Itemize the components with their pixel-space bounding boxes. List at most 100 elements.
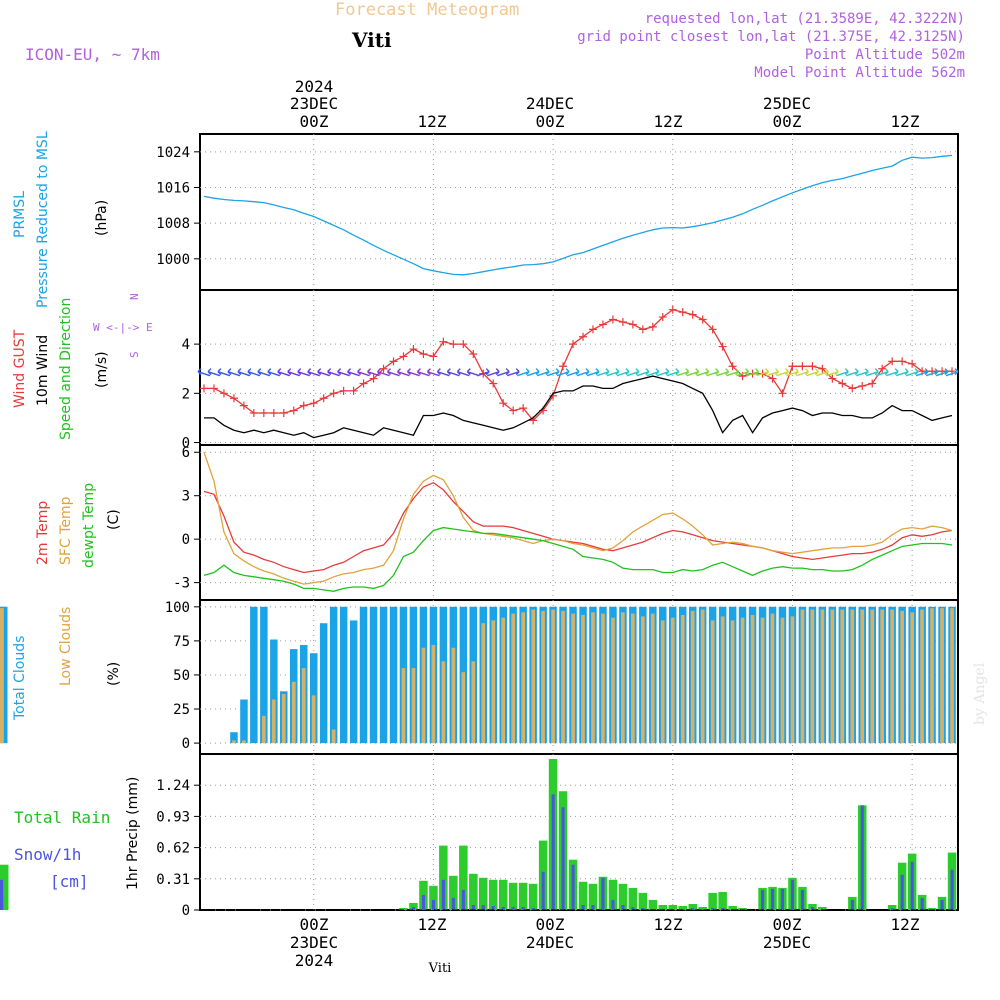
top-day-label-2: 24DEC xyxy=(526,94,574,113)
low-cloud-bar xyxy=(471,661,476,744)
gust-marker xyxy=(658,313,667,322)
wind-direction-arrow xyxy=(496,368,510,377)
gust-marker xyxy=(638,325,647,334)
low-cloud-bar xyxy=(700,609,705,744)
gust-marker xyxy=(379,364,388,373)
wind-direction-arrow xyxy=(746,368,760,377)
top-hour-label-3: 12Z xyxy=(654,112,683,131)
top-year-label: 2024 xyxy=(295,77,334,96)
rain-bar xyxy=(399,908,408,910)
rain-bar xyxy=(528,883,538,910)
prmsl-desc-label: Pressure Reduced to MSL xyxy=(35,131,51,308)
clouds-ytick-label-4: 100 xyxy=(165,600,190,616)
bottom-hour-label-3: 12Z xyxy=(654,915,683,934)
low-cloud-bar xyxy=(720,616,725,744)
gust-marker xyxy=(888,357,897,366)
low-cloud-bar xyxy=(0,608,4,744)
wind-direction-arrow xyxy=(257,368,271,377)
wind-direction-arrow xyxy=(856,368,869,377)
low-cloud-bar xyxy=(820,609,825,744)
low-cloud-bar xyxy=(491,620,496,744)
snow-bar xyxy=(771,888,775,910)
sfc-temp-line xyxy=(203,451,953,585)
gust-marker xyxy=(579,332,587,341)
top-hour-label-4: 00Z xyxy=(773,112,802,131)
snow-bar xyxy=(441,879,445,910)
low-cloud-bar xyxy=(431,645,436,744)
footer-location: Viti xyxy=(428,961,452,976)
wind-direction-arrow xyxy=(247,368,261,377)
low-cloud-bar xyxy=(461,672,466,744)
total-cloud-bar xyxy=(270,639,278,744)
low-cloud-bar xyxy=(621,612,625,744)
gust-marker xyxy=(200,384,208,393)
wind-direction-arrow xyxy=(786,368,799,377)
snow-bar xyxy=(431,899,435,910)
wind-ytick-label-2: 4 xyxy=(182,337,190,353)
rain-bar xyxy=(728,906,737,910)
gust-marker xyxy=(838,379,847,388)
wind-direction-arrow xyxy=(197,368,211,377)
temperature-ytick-label-2: 3 xyxy=(182,489,190,505)
low-cloud-bar xyxy=(561,610,565,744)
snow-bar xyxy=(411,907,415,910)
wind-direction-arrow xyxy=(406,368,420,377)
wind-direction-arrow xyxy=(586,368,600,377)
low-cloud-bar xyxy=(311,695,316,744)
wind-frame xyxy=(199,289,959,446)
rain-bar xyxy=(469,873,478,910)
bottom-time-axis: 00Z 23DEC 2024 12Z 00Z 24DEC 12Z 00Z 25D… xyxy=(290,915,920,976)
pressure-ytick-label-0: 1000 xyxy=(156,252,190,268)
compass-row: W <-|-> E xyxy=(93,321,153,334)
wind-direction-arrow xyxy=(546,368,560,377)
low-cloud-bar xyxy=(531,609,535,744)
wind-direction-arrow xyxy=(347,368,360,377)
gust-line xyxy=(204,308,952,422)
wind-direction-arrow xyxy=(227,368,241,377)
gust-marker xyxy=(209,384,218,393)
precip-ytick-label-0: 0 xyxy=(182,903,190,919)
clouds-ytick-label-0: 0 xyxy=(182,736,190,752)
gust-marker xyxy=(399,352,408,361)
rain-bar xyxy=(887,905,897,910)
wind-direction-arrow xyxy=(756,368,770,377)
snow-bar xyxy=(471,905,475,910)
clouds-ytick-label-1: 25 xyxy=(173,702,190,718)
snow-bar xyxy=(451,897,455,910)
snow-bar xyxy=(531,908,535,910)
t2m-line xyxy=(203,481,953,574)
low-cloud-bar xyxy=(810,609,815,744)
low-cloud-bar xyxy=(930,608,934,744)
snow-bar xyxy=(511,907,515,910)
cloud-unit-label: (%) xyxy=(106,662,122,686)
snow-bar xyxy=(561,807,565,910)
wind-direction-arrow xyxy=(327,368,340,377)
wind-direction-arrow xyxy=(566,368,580,377)
snow-bar xyxy=(501,907,505,910)
snow-bar xyxy=(601,877,605,910)
gust-marker xyxy=(419,349,428,358)
low-cloud-bar xyxy=(242,740,246,744)
pressure-ytick-label-1: 1008 xyxy=(156,216,190,232)
precip-ytick-label-1: 0.31 xyxy=(156,872,190,888)
low-cloud-bar xyxy=(860,609,865,744)
compass-s: S xyxy=(128,351,141,358)
wind-direction-arrow xyxy=(736,368,750,377)
snow-bar xyxy=(920,897,924,910)
wind-direction-arrow xyxy=(367,368,380,377)
clouds-ytick-label-2: 50 xyxy=(173,668,190,684)
wind-direction-arrow xyxy=(706,368,720,377)
low-cloud-bar xyxy=(650,613,655,744)
gust-marker xyxy=(708,325,717,334)
snow-bar xyxy=(761,889,765,910)
low-cloud-bar xyxy=(740,617,745,744)
top-hour-label-1: 12Z xyxy=(418,112,447,131)
rain-bar xyxy=(0,864,9,910)
wind-direction-arrow xyxy=(816,368,829,377)
gust-marker xyxy=(768,374,777,383)
wind-direction-arrow xyxy=(267,368,281,377)
low-cloud-bar xyxy=(441,661,446,744)
wind-direction-arrow xyxy=(207,368,221,377)
gust-marker xyxy=(848,384,857,393)
gust-marker xyxy=(449,340,458,349)
